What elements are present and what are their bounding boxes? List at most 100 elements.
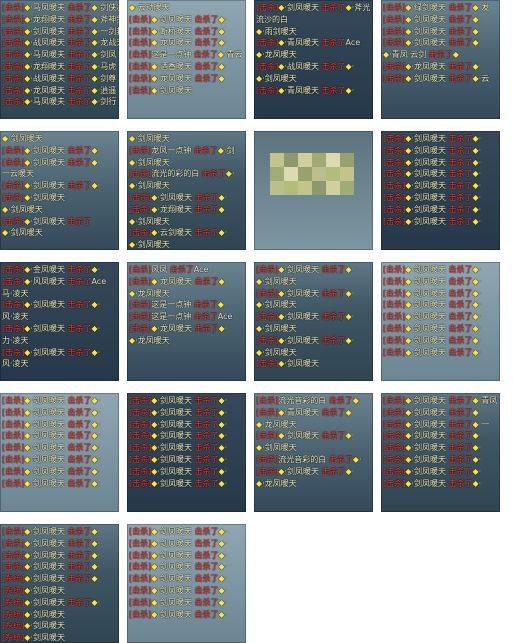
screenshot-tile: [击杀]◆·剑凤暖天 击杀了◆·青凤 [击杀]◆·剑凤暖天 击杀了◆· [击杀]◆·… bbox=[381, 393, 500, 512]
chat-line: [击杀]◆·剑凤暖天 击杀了◆· bbox=[129, 192, 228, 202]
chat-line: [击杀]流光音彩的白 击杀了◆· bbox=[256, 454, 362, 464]
chat-line: [击杀]◆·剑凤暖天 击杀了◆· bbox=[383, 454, 482, 464]
chat-line: 马·凌天 bbox=[2, 288, 29, 298]
chat-line: ◆·剑凤暖天 bbox=[256, 323, 297, 333]
chat-line: [击杀]◆·绿剑暖天 击杀了◆·发 bbox=[383, 3, 490, 12]
chat-log: [击杀]◆·剑凤暖天 击杀了◆· [击杀]◆·剑凤暖天 击杀了◆· [击杀]◆·剑凤… bbox=[2, 395, 119, 489]
chat-line: [击杀]◆·龙翔暖天 击杀了◆·斧神剑 bbox=[2, 14, 119, 24]
screenshot-tile: ◆·剑凤暖天 [击杀]龙凤一点钟 击杀了◆·剑 ◆·剑凤暖天 [击杀]流光的彩的白 击… bbox=[127, 131, 246, 250]
chat-line: [击杀]◆·剑凤暖天 击杀了◆· bbox=[256, 466, 355, 476]
chat-line: [击杀]◆·剑凤暖天 击杀了◆· bbox=[2, 396, 101, 405]
chat-line: ◆·剑凤暖天 bbox=[256, 73, 297, 83]
chat-line: [击杀]◆·剑凤暖天 击杀了◆· bbox=[129, 550, 228, 560]
chat-line: [击杀]◆·剑凤暖天 击杀了◆· bbox=[129, 454, 228, 464]
chat-line: ◆·剑凤暖天 bbox=[129, 181, 170, 191]
chat-line: [击杀]◆·剑凤暖天 击杀了◆· bbox=[383, 216, 482, 226]
chat-line: [击杀]◆·剑凤暖天 击杀了◆· bbox=[2, 538, 101, 548]
screenshot-tile: [击杀]风凤 击杀了Ace [击杀]◆·龙凤暖天 击杀了◆· ◆·龙凤暖天 [击杀]这… bbox=[127, 262, 246, 381]
chat-line: [击杀]◆·龙凤暖天 击杀了◆·逍遥 bbox=[2, 85, 117, 95]
chat-log: ◆·剑凤暖天 [击杀]龙凤一点钟 击杀了◆·剑 ◆·剑凤暖天 [击杀]流光的彩的白 击… bbox=[129, 133, 246, 250]
chat-line: [击杀]◆·剑凤暖天 击杀了◆· bbox=[383, 288, 482, 298]
chat-line: 流沙的白 bbox=[256, 14, 288, 24]
chat-line: [击杀]◆·青凤暖天 击杀了◆· bbox=[256, 407, 355, 417]
chat-line: [击杀]◆·龙翔暖天 击杀了◆·马虎 bbox=[2, 61, 117, 71]
chat-line: ◆·剑凤暖天 bbox=[256, 443, 297, 453]
screenshot-tile: ◆·剑凤暖天 [击杀]◆·剑凤暖天 击杀了◆· [击杀]◆·剑凤暖天 击杀了◆· 一云… bbox=[0, 131, 119, 250]
mosaic-cell bbox=[298, 167, 312, 181]
mosaic-cell bbox=[270, 153, 284, 167]
chat-log: [击杀]◆·金凤暖天 击杀了◆· [击杀]◆·风凤暖天 击杀了Ace 马·凌天 [击杀… bbox=[2, 264, 119, 370]
chat-line: [击杀]◆·剑凤暖天 击杀了◆· bbox=[129, 585, 228, 595]
chat-line: [击杀]◆·剑凤暖天 击杀了◆· bbox=[383, 335, 482, 345]
mosaic-cell bbox=[326, 181, 340, 195]
chat-line: [击杀]◆·剑凤暖天 击杀了◆· bbox=[2, 323, 101, 333]
chat-line: [击杀]◆·剑凤暖天 击杀了◆·青凤 bbox=[383, 396, 498, 405]
chat-line: [击杀]◆·剑凤暖天 击杀了◆· bbox=[383, 38, 482, 48]
screenshot-tile: [击杀]◆·剑凤暖天 击杀了◆· [击杀]◆·剑凤暖天 击杀了◆· [击杀]◆·剑凤… bbox=[0, 393, 119, 512]
chat-log: [击杀]◆·剑凤暖天 击杀了◆· ◆·剑凤暖天 [击杀]◆·剑凤暖天 击杀了◆· ◆·… bbox=[256, 264, 373, 370]
chat-line: [击杀]◆·云剑暖天 击杀了◆· bbox=[129, 228, 228, 238]
chat-line: [击杀]这是一点钟 击杀了◆· bbox=[129, 300, 227, 310]
chat-line: [击杀]◆·剑凤暖天 击杀了◆· bbox=[383, 181, 482, 191]
chat-line: [击杀]◆·剑凤暖天 击杀了◆· bbox=[129, 574, 228, 584]
chat-line: [击杀]◆·龙翔暖天 击杀了◆ bbox=[129, 204, 225, 214]
chat-line: [击杀]◆·剑凤暖天 击杀了◆· bbox=[2, 478, 101, 488]
chat-line: [击杀]◆·剑凤暖天 击杀了◆· bbox=[256, 312, 355, 322]
chat-log: [击杀]◆·剑凤暖天 击杀了◆·青凤 [击杀]◆·剑凤暖天 击杀了◆· [击杀]◆·… bbox=[383, 395, 500, 489]
chat-line: [击杀]◆·剑凤暖天 击杀了◆· bbox=[129, 419, 228, 429]
screenshot-tile: [击杀]◆·剑凤暖天 击杀了◆· [击杀]◆·剑凤暖天 击杀了◆· [击杀]◆·剑凤… bbox=[381, 262, 500, 381]
chat-log: [击杀]◆·剑凤暖天 击杀了◆· [击杀]◆·剑凤暖天 击杀了◆· [击杀]◆·剑凤… bbox=[129, 526, 246, 620]
chat-line: ◆·剑凤暖天 bbox=[129, 240, 170, 250]
chat-line: [击杀]◆·剑凤暖天 击杀了◆· bbox=[2, 145, 101, 155]
chat-line: [击杀]◆·剑凤暖天 击杀了◆· bbox=[2, 466, 101, 476]
chat-line: [击杀]◆·剑凤暖天 击杀了◆· bbox=[256, 335, 355, 345]
chat-log: [击杀]◆·剑凤暖天 击杀了◆· [击杀]◆·剑凤暖天 击杀了◆· [击杀]◆·剑凤… bbox=[2, 526, 119, 643]
chat-line: [击杀]◆·剑凤暖天 bbox=[129, 85, 192, 95]
chat-line: [击杀]◆·剑凤暖天 击杀了◆· bbox=[129, 538, 228, 548]
chat-line: 一云暖天 bbox=[2, 169, 34, 179]
chat-line: [击杀]◆·剑凤暖天 击杀了◆· bbox=[256, 265, 355, 274]
screenshot-tile: [击杀]流光音彩的白 击杀了◆· [击杀]◆·青凤暖天 击杀了◆· ◆·龙凤暖天 [击… bbox=[254, 393, 373, 512]
chat-line: [击杀]◆·剑凤暖天 击杀了◆·斧光 bbox=[256, 3, 371, 12]
chat-line: ◆·龙凤暖天 bbox=[129, 335, 170, 345]
screenshot-tile: [击杀]◆·绿剑暖天 击杀了◆·发 [击杀]◆·剑凤暖天 击杀了◆· [击杀]◆·剑… bbox=[381, 0, 500, 119]
chat-line: [击杀]◆·剑凤暖天 击杀了◆· bbox=[129, 396, 228, 405]
chat-log: [击杀]◆·绿剑暖天 击杀了◆·发 [击杀]◆·剑凤暖天 击杀了◆· [击杀]◆·剑… bbox=[383, 2, 500, 85]
chat-line: ◆·青凤·云剑 击杀了◆ bbox=[383, 50, 459, 60]
screenshot-tile: [击杀]◆·剑凤暖天 击杀了◆· [击杀]◆·剑凤暖天 击杀了◆· [击杀]◆·剑凤… bbox=[127, 524, 246, 643]
chat-line: [击杀]◆·剑凤暖天 击杀了◆· bbox=[383, 14, 482, 24]
chat-line: [击杀]◆·战凤暖天 击杀了◆·龙战天 bbox=[2, 38, 119, 48]
chat-line: ◆·剑凤暖天 bbox=[2, 134, 43, 143]
chat-line: [击杀]流光音彩的白 击杀了◆· bbox=[256, 396, 362, 405]
blurred-mosaic bbox=[254, 143, 373, 203]
chat-line: [击杀]◆·剑凤暖天 bbox=[256, 359, 319, 369]
chat-line: ◆·剑凤暖天 bbox=[256, 300, 297, 310]
chat-line: [击杀]风凤 击杀了Ace bbox=[129, 265, 209, 274]
chat-line: [击杀]流光的彩的白 击杀了◆· bbox=[129, 169, 235, 179]
chat-line: ◆·剑凤暖天 bbox=[129, 216, 170, 226]
mosaic-cell bbox=[284, 153, 298, 167]
chat-line: [击杀]◆·剑凤暖天 击杀了◆· bbox=[129, 478, 228, 488]
chat-line: [击杀]◆·剑凤暖天 击杀了◆· bbox=[2, 181, 101, 191]
chat-line: [击杀]◆·剑凤暖天 击杀了◆· bbox=[383, 265, 482, 274]
chat-line: [击杀]◆·剑凤暖天 击杀了◆· bbox=[129, 14, 228, 24]
chat-log: [击杀]◆·剑凤暖天 击杀了◆· [击杀]◆·剑凤暖天 击杀了◆· [击杀]◆·剑凤… bbox=[129, 395, 246, 489]
chat-line: ◆·剑凤暖天 bbox=[2, 204, 43, 214]
chat-line: [击杀]◆·剑凤暖天 击杀了◆· bbox=[2, 431, 101, 441]
chat-line: [击杀]◆·剑凤暖天 击杀了◆· bbox=[383, 169, 482, 179]
chat-line: [击杀]◆·金凤暖天 击杀了◆· bbox=[2, 265, 101, 274]
chat-line: [击杀]◆·剑凤暖天 击杀了◆· bbox=[129, 443, 228, 453]
screenshot-tile: [击杀]◆·金凤暖天 击杀了◆· [击杀]◆·风凤暖天 击杀了Ace 马·凌天 [击杀… bbox=[0, 262, 119, 381]
chat-line: [击杀]◆·马凤暖夫 击杀了◆·剑侠凌 bbox=[2, 3, 119, 12]
chat-line: [击杀]◆·龙凤暖天 击杀了◆ bbox=[129, 73, 225, 83]
mosaic-cell bbox=[312, 167, 326, 181]
chat-line: [击杀]◆·剑凤暖天 击杀了◆· bbox=[383, 431, 482, 441]
chat-line: [系统]◆·剑凤暖天 击杀了◆ bbox=[2, 574, 98, 584]
chat-line: [击杀]◆·剑凤暖天 击杀了◆· bbox=[383, 26, 482, 36]
chat-line: [击杀]◆·剑凤暖天 击杀了◆· bbox=[129, 431, 228, 441]
chat-line: [击杀]◆·剑凤暖天 击杀了◆· bbox=[2, 407, 101, 417]
chat-line: [击杀]◆·剑凤暖天 击杀了◆· bbox=[129, 562, 228, 572]
mosaic-cell bbox=[270, 167, 284, 181]
chat-line: [击杀]◆·剑凤暖天 击杀了◆· bbox=[2, 300, 101, 310]
mosaic-cell bbox=[340, 181, 354, 195]
